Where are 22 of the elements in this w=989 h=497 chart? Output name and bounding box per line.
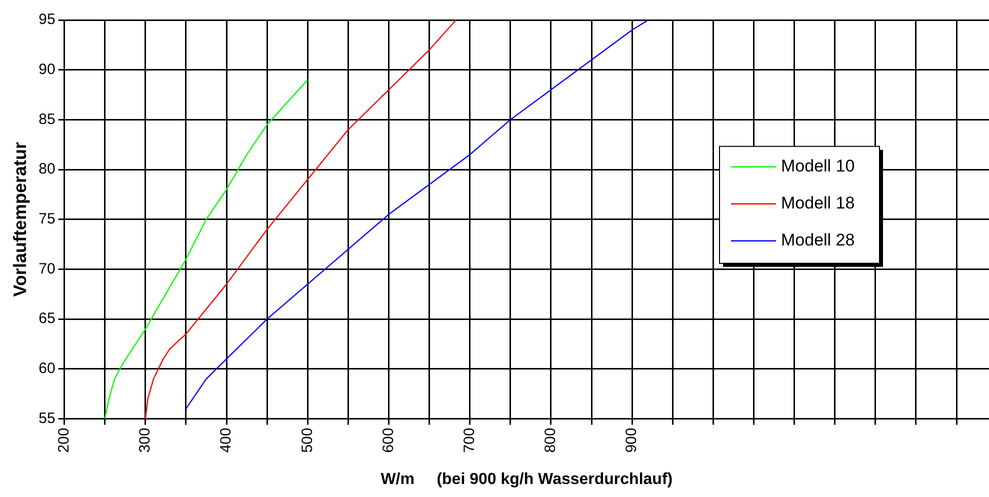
y-tick-label: 90 <box>38 60 56 78</box>
x-tick-label: 600 <box>380 428 397 453</box>
legend-label: Modell 18 <box>781 194 855 213</box>
y-tick-label: 80 <box>38 160 56 178</box>
y-tick-label: 95 <box>38 11 56 28</box>
y-tick-label: 85 <box>38 110 56 128</box>
x-tick-label: 500 <box>298 428 316 453</box>
y-tick-label: 70 <box>38 260 56 278</box>
legend-label: Modell 10 <box>781 156 855 176</box>
x-axis-title: W/m (bei 900 kg/h Wasserdurchlauf) <box>380 470 673 488</box>
x-tick-label: 700 <box>461 428 478 453</box>
x-tick-label: 800 <box>542 428 560 453</box>
y-tick-label: 65 <box>38 310 56 328</box>
x-tick-label: 200 <box>55 428 72 453</box>
x-tick-label: 900 <box>623 428 640 453</box>
x-tick-label: 300 <box>136 428 154 453</box>
x-tick-label: 400 <box>218 428 235 453</box>
legend-label: Modell 28 <box>781 230 855 250</box>
y-axis-title: Vorlauftemperatur <box>10 142 30 297</box>
y-tick-label: 55 <box>38 410 56 427</box>
y-tick-label: 60 <box>38 360 56 378</box>
y-tick-label: 75 <box>38 210 56 228</box>
